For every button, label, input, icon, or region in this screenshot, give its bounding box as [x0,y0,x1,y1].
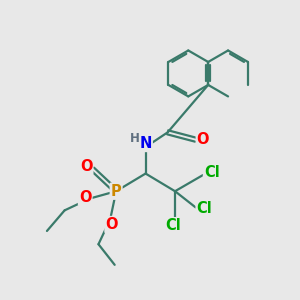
Text: O: O [80,159,92,174]
Text: O: O [197,132,209,147]
Text: N: N [140,136,152,151]
Text: O: O [106,217,118,232]
Text: O: O [79,190,92,205]
Text: Cl: Cl [196,201,212,216]
Text: Cl: Cl [204,165,220,180]
Text: Cl: Cl [166,218,182,233]
Text: P: P [111,184,122,199]
Text: H: H [130,132,140,145]
